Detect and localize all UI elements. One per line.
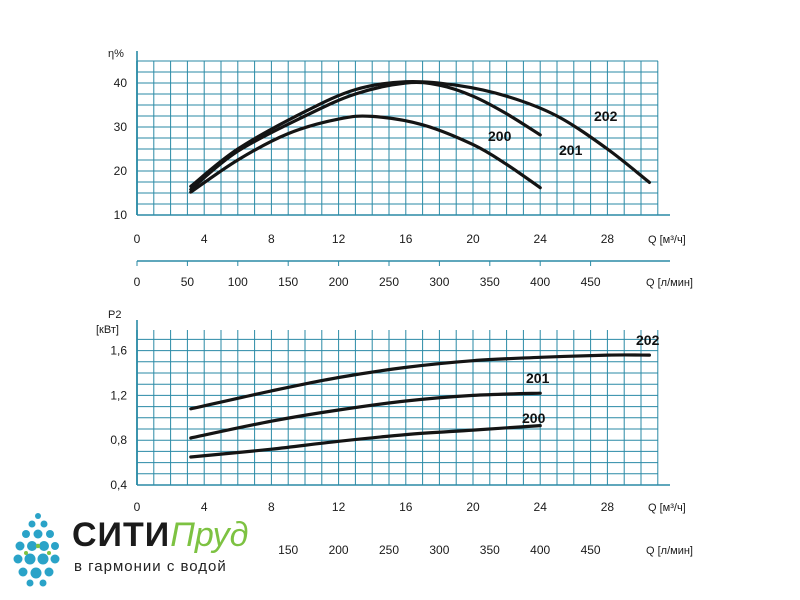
series-label-200: 200 xyxy=(522,410,546,426)
x-tick-label: 0 xyxy=(134,232,141,246)
y-axis-label: η% xyxy=(108,48,124,60)
secondary-x-tick-label: 350 xyxy=(480,275,500,289)
secondary-x-tick-label: 0 xyxy=(134,275,141,289)
secondary-x-axis-label: Q [л/мин] xyxy=(646,277,693,289)
series-label-202: 202 xyxy=(636,332,660,348)
series-label-201: 201 xyxy=(559,142,583,158)
x-tick-label: 20 xyxy=(466,232,480,246)
power-chart: 0,4 0,8 1,2 1,6 P2 [кВт] 0 4 8 12 16 20 24 28 Q [м³/ч]… xyxy=(96,309,693,557)
secondary-x-tick-label: 450 xyxy=(581,275,601,289)
brand-name: СИТИПруд xyxy=(72,516,249,554)
series-label-200: 200 xyxy=(488,128,512,144)
x-tick-label: 8 xyxy=(268,500,275,514)
brand-slogan: в гармонии с водой xyxy=(74,558,227,575)
y-tick-label: 1,2 xyxy=(110,388,127,402)
efficiency-chart: 10 20 30 40 η% 0 4 8 12 16 20 24 28 Q [м³/ч] 0 50 100 150… xyxy=(108,48,693,289)
y-tick-label: 1,6 xyxy=(110,344,127,358)
x-tick-label: 16 xyxy=(399,500,413,514)
company-logo: СИТИПруд в гармонии с водой xyxy=(8,508,308,596)
series-line-202 xyxy=(189,353,651,411)
x-tick-label: 24 xyxy=(534,500,548,514)
secondary-x-tick-label: 250 xyxy=(379,275,399,289)
y-axis-unit: [кВт] xyxy=(96,324,119,336)
y-tick-label: 0,8 xyxy=(110,433,127,447)
secondary-x-tick-label: 200 xyxy=(329,543,349,557)
water-drops-icon xyxy=(13,513,60,587)
secondary-x-tick-label: 50 xyxy=(181,275,195,289)
series-line-202 xyxy=(189,79,651,188)
secondary-x-tick-label: 400 xyxy=(530,543,550,557)
x-axis-label: Q [м³/ч] xyxy=(648,234,686,246)
secondary-x-tick-label: 250 xyxy=(379,543,399,557)
x-tick-label: 28 xyxy=(601,500,615,514)
x-tick-label: 0 xyxy=(134,500,141,514)
series-label-201: 201 xyxy=(526,370,550,386)
secondary-x-tick-label: 300 xyxy=(429,275,449,289)
x-tick-label: 8 xyxy=(268,232,275,246)
secondary-x-tick-label: 400 xyxy=(530,275,550,289)
series-line-200 xyxy=(189,424,542,459)
secondary-x-tick-label: 450 xyxy=(581,543,601,557)
x-tick-label: 12 xyxy=(332,232,346,246)
x-tick-label: 24 xyxy=(534,232,548,246)
x-tick-label: 16 xyxy=(399,232,413,246)
secondary-x-tick-label: 350 xyxy=(480,543,500,557)
y-tick-label: 40 xyxy=(114,76,128,90)
series-line-200 xyxy=(189,114,542,194)
y-axis-label: P2 xyxy=(108,309,121,321)
x-tick-label: 12 xyxy=(332,500,346,514)
secondary-x-axis-label: Q [л/мин] xyxy=(646,545,693,557)
y-tick-label: 20 xyxy=(114,164,128,178)
y-tick-label: 30 xyxy=(114,120,128,134)
x-tick-label: 28 xyxy=(601,232,615,246)
secondary-x-tick-label: 200 xyxy=(329,275,349,289)
x-axis-label: Q [м³/ч] xyxy=(648,502,686,514)
secondary-x-tick-label: 150 xyxy=(278,543,298,557)
x-tick-label: 4 xyxy=(201,232,208,246)
secondary-x-tick-label: 100 xyxy=(228,275,248,289)
secondary-x-tick-label: 150 xyxy=(278,275,298,289)
x-tick-label: 4 xyxy=(201,500,208,514)
secondary-x-tick-label: 300 xyxy=(429,543,449,557)
y-tick-label: 0,4 xyxy=(110,478,127,492)
x-tick-label: 20 xyxy=(466,500,480,514)
series-label-202: 202 xyxy=(594,108,618,124)
series-line-201 xyxy=(189,391,542,440)
y-tick-label: 10 xyxy=(114,208,128,222)
